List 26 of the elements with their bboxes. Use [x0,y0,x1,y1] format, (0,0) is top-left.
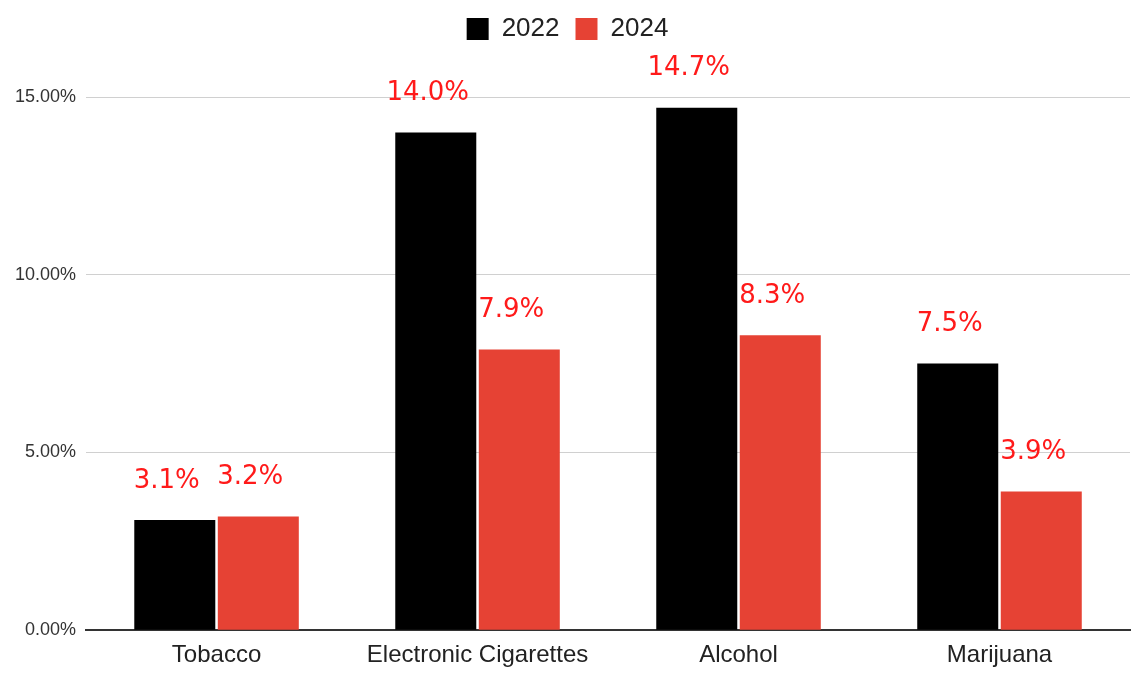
bar [917,363,999,630]
legend-label: 2022 [501,12,560,43]
bar [1000,491,1082,630]
data-label: 14.0% [386,76,470,107]
bar [217,516,299,630]
y-tick-label: 5.00% [25,441,77,462]
data-label: 3.2% [217,460,284,491]
data-label: 7.9% [478,293,545,324]
x-tick-label: Electronic Cigarettes [366,640,589,668]
bar [134,520,216,630]
x-tick-label: Marijuana [946,640,1053,668]
bar [395,132,477,630]
data-label: 7.5% [916,307,983,338]
y-tick-label: 10.00% [14,263,77,284]
x-tick-label: Tobacco [171,640,262,668]
data-label: 8.3% [739,278,806,309]
data-label: 3.1% [133,463,200,494]
y-tick-label: 15.00% [14,85,77,106]
bar [656,107,738,630]
x-tick-label: Alcohol [699,640,778,668]
bar [739,335,821,630]
y-tick-label: 0.00% [25,619,77,640]
bar [478,349,560,630]
legend-label: 2024 [610,12,669,43]
data-label: 14.7% [647,51,731,82]
data-label: 3.9% [1000,435,1067,466]
